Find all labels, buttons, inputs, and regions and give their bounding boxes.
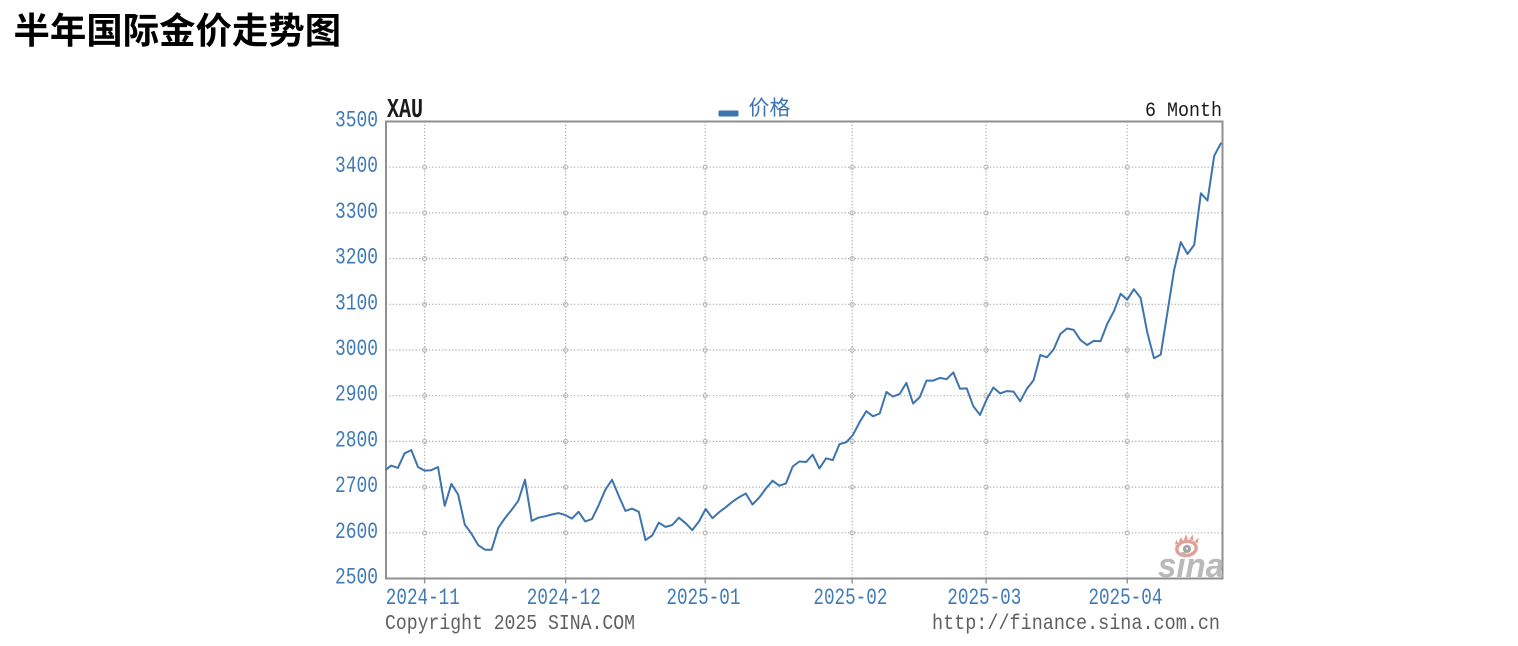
svg-text:2024-12: 2024-12 <box>527 585 601 611</box>
svg-text:3500: 3500 <box>335 108 378 134</box>
svg-text:2025-01: 2025-01 <box>666 585 740 611</box>
svg-text:2500: 2500 <box>335 565 378 591</box>
svg-text:2025-02: 2025-02 <box>813 585 887 611</box>
svg-text:2900: 2900 <box>335 382 378 408</box>
svg-text:2600: 2600 <box>335 519 378 545</box>
svg-text:2024-11: 2024-11 <box>386 585 460 611</box>
svg-text:3100: 3100 <box>335 290 378 316</box>
svg-text:3400: 3400 <box>335 153 378 179</box>
svg-text:3200: 3200 <box>335 245 378 271</box>
svg-text:6 Month: 6 Month <box>1145 100 1222 123</box>
svg-text:sina: sina <box>1158 547 1224 585</box>
svg-text:2025-04: 2025-04 <box>1088 585 1162 611</box>
svg-text:XAU: XAU <box>387 96 423 126</box>
svg-text:2700: 2700 <box>335 473 378 499</box>
svg-text:3300: 3300 <box>335 199 378 225</box>
svg-text:2800: 2800 <box>335 427 378 453</box>
svg-text:3000: 3000 <box>335 336 378 362</box>
svg-text:2025-03: 2025-03 <box>947 585 1021 611</box>
svg-text:http://finance.sina.com.cn: http://finance.sina.com.cn <box>932 613 1220 636</box>
svg-text:Copyright 2025 SINA.COM: Copyright 2025 SINA.COM <box>385 613 635 636</box>
